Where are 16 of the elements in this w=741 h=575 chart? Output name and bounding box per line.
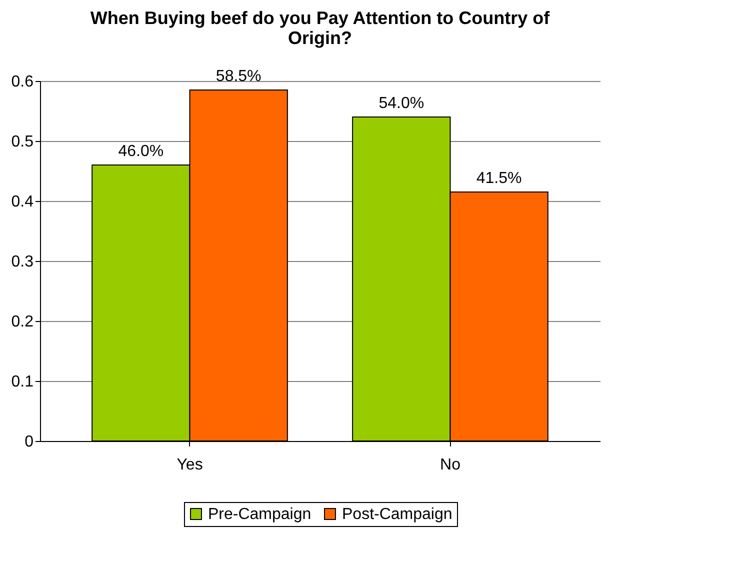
y-tick-label: 0.6	[11, 74, 34, 90]
x-tick-label: Yes	[176, 456, 203, 474]
legend-label: Post-Campaign	[342, 506, 452, 523]
data-label: 54.0%	[378, 95, 424, 112]
y-tick-label: 0	[24, 434, 34, 450]
data-label: 46.0%	[118, 143, 164, 160]
y-tick-label: 0.2	[11, 314, 34, 330]
x-tick-label: No	[440, 456, 461, 474]
y-tick-label: 0.5	[11, 134, 34, 150]
legend-label: Pre-Campaign	[208, 506, 312, 523]
data-label: 41.5%	[476, 170, 522, 187]
data-label: 58.5%	[216, 68, 262, 85]
y-tick-label: 0.3	[11, 254, 34, 270]
y-tick-label: 0.4	[11, 194, 34, 210]
chart-title: When Buying beef do you Pay Attention to Country of Origin?	[90, 8, 551, 48]
y-tick-label: 0.1	[11, 374, 34, 390]
